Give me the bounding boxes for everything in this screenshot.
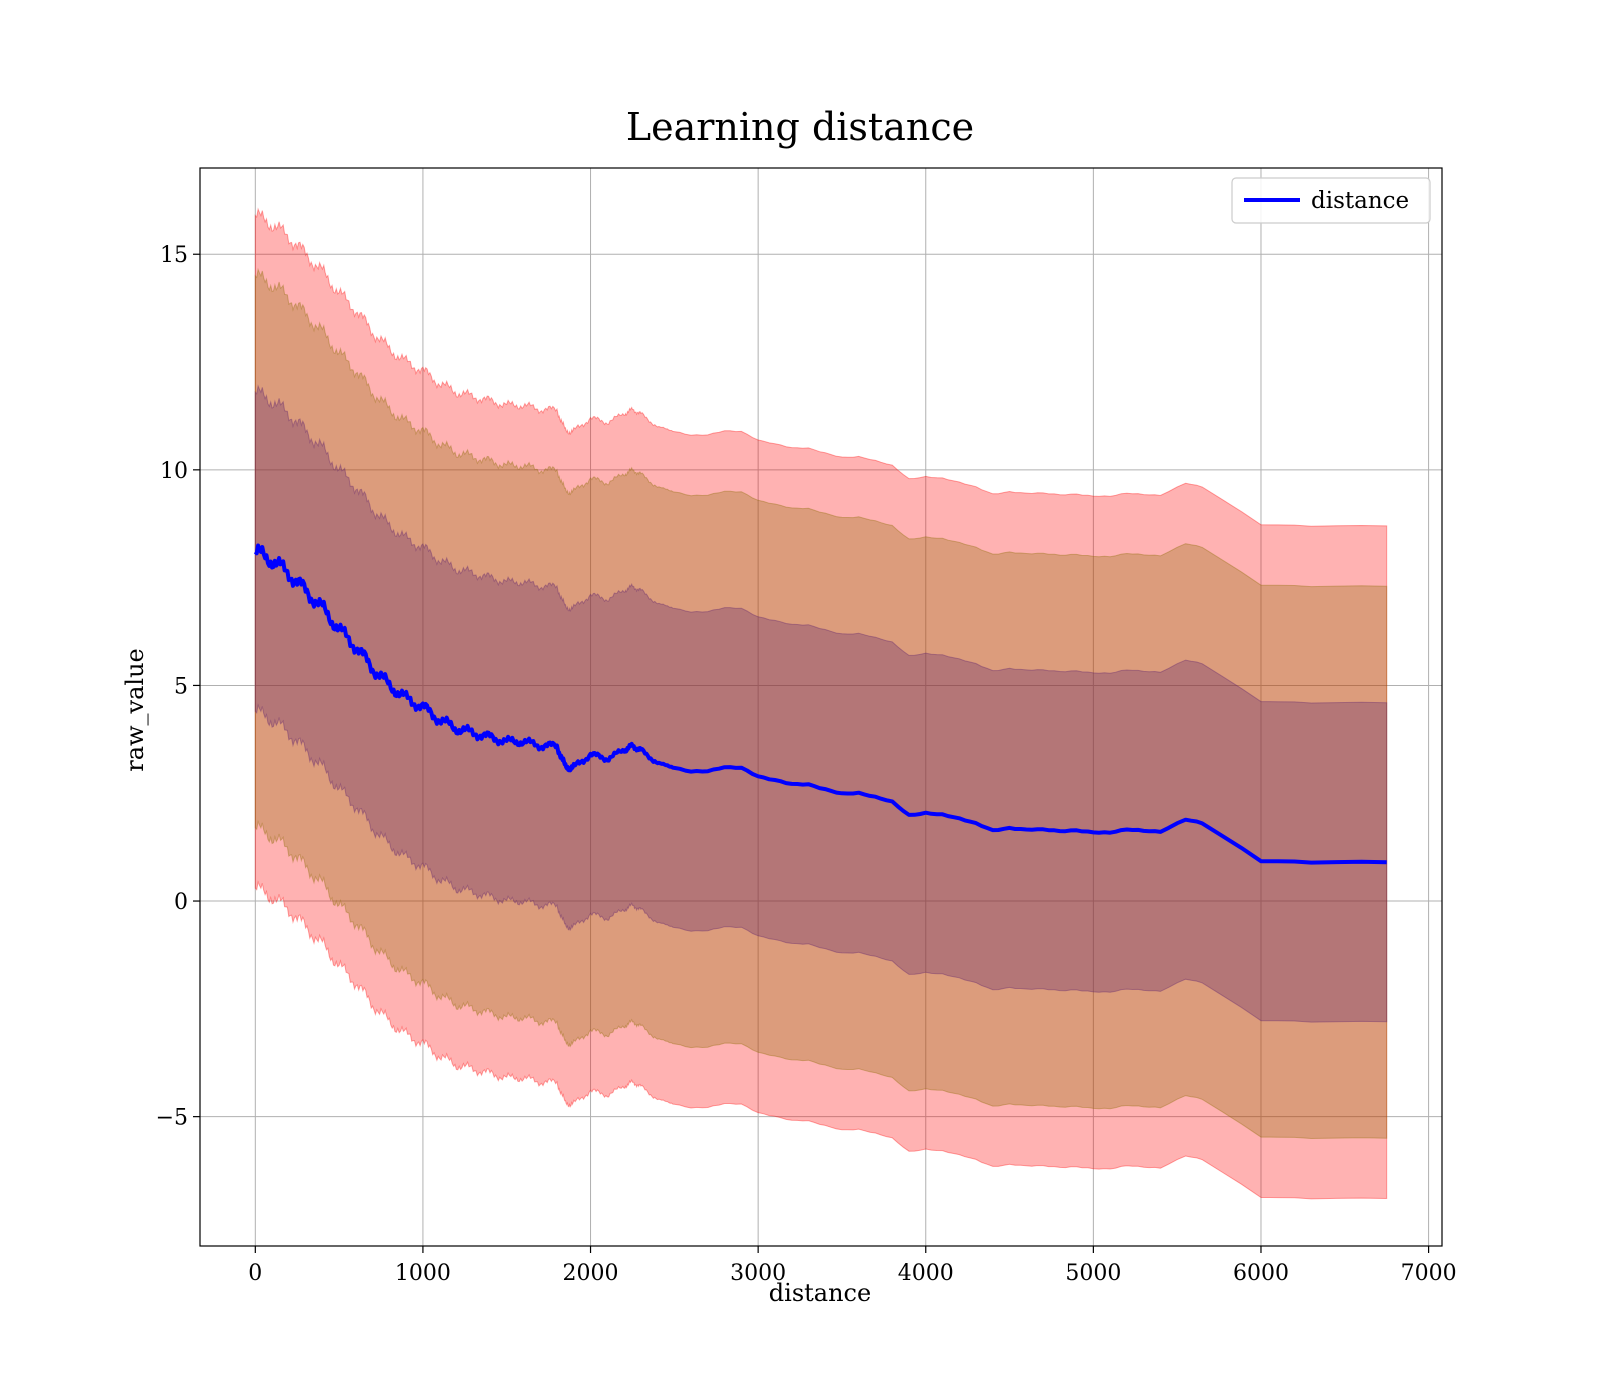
y-tick-label: 15 <box>160 243 188 268</box>
x-tick-label: 3000 <box>730 1261 786 1286</box>
x-axis-label: distance <box>769 1279 871 1307</box>
y-axis-label: raw_value <box>121 648 149 772</box>
x-axis-ticks: 0 1000 2000 3000 4000 5000 6000 7000 <box>248 1246 1457 1286</box>
legend: distance <box>1231 177 1431 224</box>
y-tick-label: 0 <box>174 890 188 915</box>
series-line-distance <box>253 543 1387 865</box>
confidence-bands <box>254 207 1388 1200</box>
band-outer <box>254 207 1388 1200</box>
band-middle <box>254 267 1388 1140</box>
x-tick-label: 2000 <box>563 1261 619 1286</box>
x-tick-label: 1000 <box>395 1261 451 1286</box>
x-tick-label: 7000 <box>1401 1261 1457 1286</box>
x-tick-label: 0 <box>248 1261 262 1286</box>
x-tick-label: 6000 <box>1233 1261 1289 1286</box>
y-tick-label: 10 <box>160 459 188 484</box>
chart-title: Learning distance <box>626 105 974 149</box>
band-inner <box>254 384 1388 1023</box>
plot-frame <box>199 167 1443 1247</box>
y-axis-ticks: −5 0 5 10 15 <box>156 243 200 1131</box>
y-tick-label: 5 <box>174 674 188 699</box>
x-tick-label: 4000 <box>898 1261 954 1286</box>
legend-label-distance: distance <box>1311 188 1409 214</box>
x-tick-label: 5000 <box>1065 1261 1121 1286</box>
legend-box <box>1231 177 1431 224</box>
grid <box>200 168 1442 1246</box>
y-tick-label: −5 <box>156 1106 188 1131</box>
